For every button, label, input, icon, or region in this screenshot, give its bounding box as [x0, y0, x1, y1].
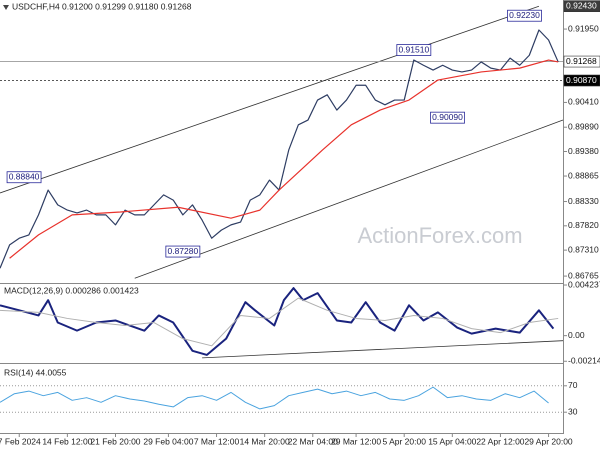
price-annotation-label: 0.87280: [167, 246, 198, 256]
price-tag: [563, 55, 600, 68]
x-tick-label: 22 Mar 04:00: [288, 436, 338, 446]
y-tick-label: 0.89890: [568, 121, 599, 131]
price-annotation: [430, 111, 465, 124]
y-tick-label: 0.86765: [568, 270, 599, 280]
trend-line: [202, 340, 564, 359]
y-tick-label: 0.87820: [568, 220, 599, 230]
y-tick-label: 0.89380: [568, 146, 599, 156]
trend-line: [0, 5, 540, 194]
price-annotation-label: 0.91510: [398, 44, 429, 54]
symbol-icon: [3, 5, 9, 10]
price-annotation: [507, 9, 542, 22]
x-tick-label: 7 Mar 12:00: [194, 436, 240, 446]
y-tick-label: 0.91950: [568, 23, 599, 33]
series-line: [9, 59, 559, 259]
panel-title: MACD(12,26,9) 0.000286 0.001423: [4, 285, 139, 295]
x-tick-label: 22 Apr 12:00: [476, 436, 524, 446]
price-tag-label: 0.92430: [566, 0, 597, 10]
panel-title: RSI(14) 44.0055: [4, 367, 67, 377]
y-tick-label: 70: [568, 380, 578, 390]
x-tick-label: 29 Feb 04:00: [143, 436, 193, 446]
price-tag: [563, 0, 600, 12]
price-annotation: [396, 44, 432, 56]
x-tick-label: 14 Feb 12:00: [42, 436, 92, 446]
price-annotation-label: 0.92230: [509, 10, 540, 20]
price-annotation: [165, 245, 201, 258]
series-line: [0, 297, 559, 347]
y-tick-label: 0.88865: [568, 170, 599, 180]
x-tick-label: 29 Mar 12:00: [331, 436, 381, 446]
y-tick-label: 0.90410: [568, 97, 599, 107]
price-annotation-label: 0.90090: [432, 112, 463, 122]
price-tag: [563, 74, 600, 87]
series-line: [0, 287, 555, 356]
x-tick-label: 29 Apr 20:00: [524, 436, 572, 446]
x-tick-label: 5 Apr 20:00: [382, 436, 426, 446]
x-tick-label: 14 Mar 20:00: [240, 436, 290, 446]
y-tick-label: 0.004237: [568, 279, 600, 289]
panel-title: USDCHF,H4 0.91200 0.91299 0.91180 0.9126…: [12, 1, 192, 11]
y-tick-label: 30: [568, 406, 578, 416]
price-tag-label: 0.90870: [566, 75, 597, 85]
price-annotation-label: 0.88840: [9, 171, 40, 181]
trend-line: [134, 119, 564, 279]
y-tick-label: 0.88330: [568, 196, 599, 206]
x-tick-label: 21 Feb 20:00: [90, 436, 140, 446]
x-tick-label: 7 Feb 2024: [0, 436, 41, 446]
x-tick-label: 15 Apr 04:00: [428, 436, 476, 446]
watermark: ActionForex.com: [357, 223, 522, 248]
series-line: [0, 386, 549, 410]
price-annotation: [6, 171, 42, 184]
y-tick-label: -0.002142: [568, 356, 600, 366]
y-tick-label: 0.87310: [568, 244, 599, 254]
y-tick-label: 0.00: [568, 330, 585, 340]
price-tag-label: 0.91268: [566, 56, 597, 66]
